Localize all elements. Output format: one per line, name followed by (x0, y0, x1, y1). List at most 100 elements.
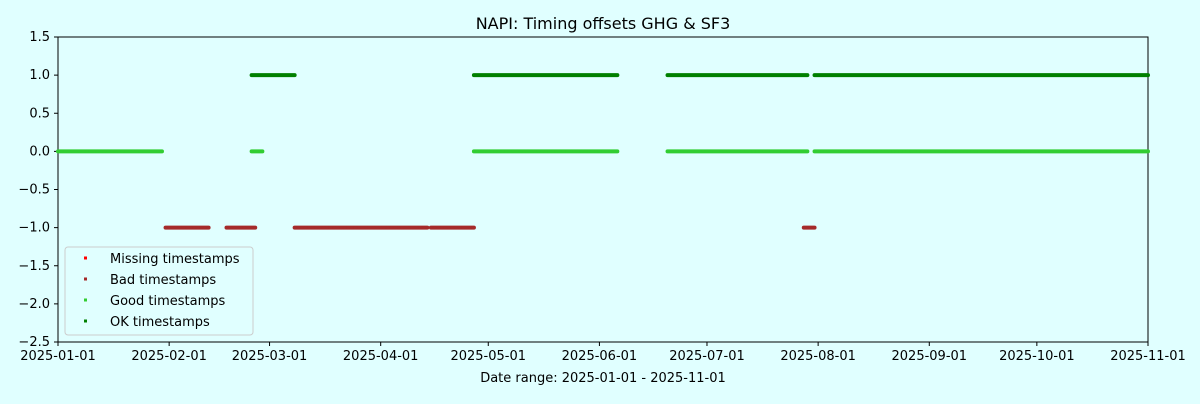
data-point (1053, 73, 1057, 77)
data-point (787, 149, 792, 153)
data-point (461, 226, 465, 230)
data-point (138, 149, 143, 153)
x-tick-label: 2025-07-01 (669, 349, 745, 364)
data-point (490, 149, 494, 153)
data-point (916, 73, 921, 77)
data-point (314, 226, 318, 230)
data-point (1121, 149, 1125, 153)
y-tick-label: −0.5 (18, 183, 50, 198)
data-point (1142, 149, 1147, 153)
data-point (590, 149, 594, 153)
data-point (852, 73, 856, 77)
data-point (257, 73, 261, 77)
legend-marker (84, 319, 87, 323)
data-point (1121, 73, 1125, 77)
data-point (712, 149, 716, 153)
data-point (350, 226, 354, 230)
data-point (250, 73, 254, 77)
data-point (1028, 73, 1032, 77)
data-point (959, 149, 964, 153)
data-point (163, 226, 168, 230)
data-point (870, 149, 874, 153)
x-tick-label: 2025-03-01 (232, 349, 308, 364)
data-point (501, 73, 505, 77)
data-point (608, 149, 612, 153)
data-point (791, 149, 795, 153)
data-point (680, 149, 684, 153)
data-point (877, 73, 881, 77)
legend-marker (84, 256, 87, 260)
data-point (425, 226, 429, 230)
data-point (149, 149, 153, 153)
data-point (74, 149, 78, 153)
data-point (938, 73, 942, 77)
data-point (762, 73, 766, 77)
data-point (92, 149, 96, 153)
data-point (1128, 73, 1132, 77)
data-point (820, 149, 824, 153)
data-point (877, 149, 881, 153)
data-point (153, 149, 157, 153)
data-point (777, 73, 781, 77)
data-point (683, 149, 688, 153)
data-point (1046, 73, 1050, 77)
data-point (906, 73, 910, 77)
data-point (1028, 149, 1032, 153)
data-point (117, 149, 121, 153)
data-point (332, 226, 336, 230)
data-point (759, 149, 763, 153)
data-point (694, 149, 698, 153)
data-point (558, 149, 562, 153)
data-point (1078, 73, 1082, 77)
data-point (870, 73, 874, 77)
data-point (81, 149, 85, 153)
data-point (361, 226, 365, 230)
data-point (468, 226, 472, 230)
data-point (493, 73, 498, 77)
legend-marker (84, 298, 87, 302)
data-point (501, 149, 505, 153)
data-point (242, 226, 247, 230)
data-point (888, 149, 892, 153)
data-point (1042, 73, 1046, 77)
data-point (1117, 73, 1121, 77)
data-point (583, 73, 587, 77)
data-point (1103, 73, 1107, 77)
legend-box (64, 246, 254, 336)
data-point (544, 73, 548, 77)
data-point (974, 149, 978, 153)
data-point (881, 149, 885, 153)
data-point (762, 149, 766, 153)
data-point (942, 149, 946, 153)
data-point (515, 149, 519, 153)
data-point (397, 226, 401, 230)
data-point (328, 226, 333, 230)
data-point (561, 149, 566, 153)
data-point (1124, 73, 1129, 77)
data-point (902, 73, 906, 77)
x-tick-label: 2025-04-01 (343, 349, 419, 364)
data-point (934, 149, 939, 153)
data-point (110, 149, 114, 153)
data-point (852, 149, 856, 153)
data-point (590, 73, 594, 77)
data-point (1085, 73, 1089, 77)
data-point (1096, 149, 1100, 153)
legend-marker (84, 277, 87, 281)
data-point (698, 149, 702, 153)
data-point (823, 73, 827, 77)
data-point (389, 226, 394, 230)
data-point (830, 149, 835, 153)
data-point (855, 149, 860, 153)
data-point (597, 149, 602, 153)
data-point (805, 73, 809, 77)
data-point (802, 149, 806, 153)
data-point (1056, 149, 1060, 153)
data-point (450, 226, 455, 230)
data-point (967, 73, 971, 77)
data-point (185, 226, 189, 230)
data-point (884, 73, 888, 77)
data-point (612, 149, 616, 153)
data-point (135, 149, 139, 153)
data-point (113, 149, 117, 153)
